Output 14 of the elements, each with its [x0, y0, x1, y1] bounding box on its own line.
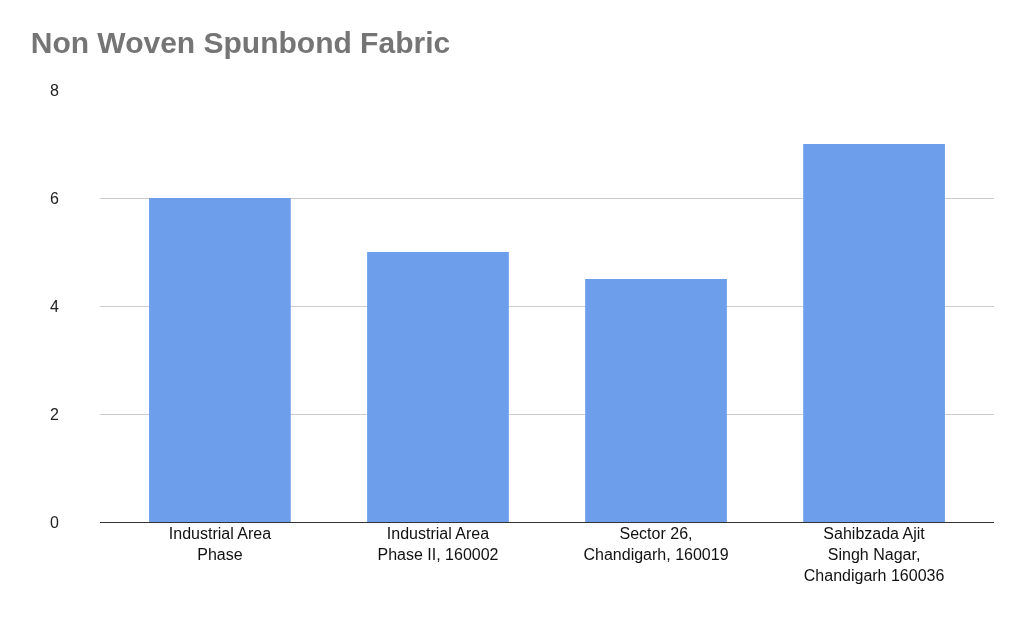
- y-tick-label: 0: [50, 513, 60, 531]
- bar: [367, 252, 509, 522]
- bar: [585, 279, 727, 522]
- y-tick-label: 2: [50, 405, 60, 423]
- y-tick-label: 4: [50, 297, 60, 315]
- x-tick-label: Industrial Area Phase: [168, 525, 272, 563]
- chart-title: Non Woven Spunbond Fabric: [30, 25, 451, 59]
- x-tick-label: Sahibzada Ajit Singh Nagar, Chandigarh 160036: [803, 525, 945, 584]
- y-tick-label: 6: [50, 189, 60, 207]
- bar: [149, 198, 291, 522]
- y-tick-label: 8: [50, 81, 60, 99]
- bar: [803, 144, 945, 522]
- x-tick-label: Sector 26, Chandigarh, 160019: [583, 525, 729, 563]
- x-tick-label: Industrial Area Phase II, 160002: [377, 525, 499, 563]
